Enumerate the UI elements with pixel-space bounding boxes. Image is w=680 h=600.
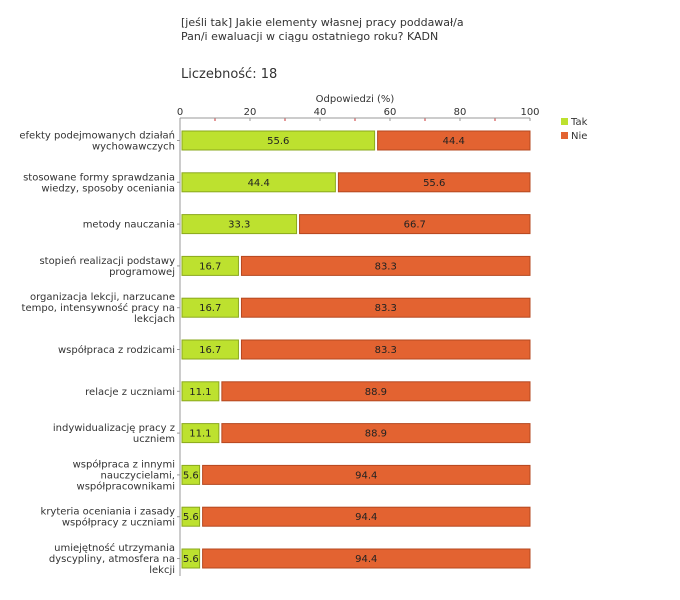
category-label: stopień realizacji podstawy programowej: [39, 255, 175, 278]
category-label-line: współpraca z rodzicami: [58, 344, 175, 356]
bar-nie: [240, 339, 531, 360]
data-label-tak: 5.6: [183, 512, 199, 523]
data-label-tak: 33.3: [228, 220, 250, 231]
data-label-tak: 44.4: [248, 178, 270, 189]
category-label: kryteria oceniania i zasady współpracy z …: [41, 507, 176, 529]
category-label-line: tempo, intensywność pracy na: [22, 302, 175, 314]
x-axis-title: Odpowiedzi (%): [316, 94, 395, 105]
chart-title: [jeśli tak] Jakie elementy własnej pracy…: [181, 16, 464, 44]
category-label-line: dyscypliny, atmosfera na: [49, 554, 175, 565]
category-label-line: lekcji: [149, 565, 175, 576]
bar-tak: [181, 297, 239, 318]
category-label: indywidualizację pracy z uczniem: [53, 423, 175, 445]
category-label-line: wychowawczych: [92, 142, 175, 153]
x-tick-label: 0: [177, 107, 183, 118]
legend-label-nie: Nie: [571, 131, 587, 142]
category-label-line: współpracy z uczniami: [62, 517, 175, 529]
respondent-count: Liczebność: 18: [181, 67, 277, 82]
bar-nie: [221, 381, 531, 402]
x-tick-label: 40: [314, 107, 327, 118]
x-tick-label: 20: [244, 107, 257, 118]
chart-title-line-2: Pan/i ewaluacji w ciągu ostatniego roku?…: [181, 30, 439, 43]
data-label-nie: 88.9: [365, 387, 387, 398]
bar-nie: [299, 214, 531, 235]
bar-nie: [221, 423, 531, 444]
data-label-nie: 83.3: [375, 345, 397, 356]
category-label: organizacja lekcji, narzucane tempo, inte…: [22, 292, 175, 325]
bar-tak: [181, 130, 376, 151]
data-label-tak: 5.6: [183, 554, 199, 565]
data-label-tak: 55.6: [267, 136, 289, 147]
category-label-line: wiedzy, sposoby oceniania: [41, 183, 175, 194]
category-label: stosowane formy sprawdzania wiedzy, sposo…: [23, 172, 175, 194]
data-label-tak: 16.7: [199, 261, 221, 272]
bar-nie: [202, 548, 531, 569]
category-label: współpraca z rodzicami: [58, 344, 175, 356]
bar-tak: [181, 172, 336, 193]
legend-swatch-nie: [561, 132, 568, 139]
bar-tak: [181, 464, 201, 485]
bar-nie: [240, 255, 531, 276]
bar-tak: [181, 423, 220, 444]
data-label-tak: 11.1: [189, 387, 211, 398]
data-label-nie: 88.9: [365, 429, 387, 440]
category-label-line: indywidualizację pracy z: [53, 423, 175, 434]
category-label-line: metody nauczania: [83, 220, 175, 231]
category-label: umiejętność utrzymania dyscypliny, atmosf…: [49, 542, 175, 576]
data-label-nie: 94.4: [355, 554, 377, 565]
data-label-nie: 55.6: [423, 178, 445, 189]
x-tick-label: 60: [384, 107, 397, 118]
data-label-tak: 16.7: [199, 303, 221, 314]
category-label-line: nauczycielami,: [100, 470, 175, 481]
data-label-nie: 44.4: [443, 136, 465, 147]
category-label-line: współpraca z innymi: [73, 458, 175, 470]
category-label: efekty podejmowanych działań wychowawczyc…: [19, 130, 175, 153]
x-tick-label: 100: [520, 107, 539, 118]
bar-tak: [181, 548, 201, 569]
chart-title-line-1: [jeśli tak] Jakie elementy własnej pracy…: [181, 16, 464, 29]
category-label: metody nauczania: [83, 220, 175, 231]
category-label-line: umiejętność utrzymania: [54, 542, 175, 554]
count-value: 18: [260, 67, 278, 82]
data-label-tak: 16.7: [199, 345, 221, 356]
category-label-line: stopień realizacji podstawy: [39, 255, 175, 267]
category-label-line: organizacja lekcji, narzucane: [30, 292, 175, 303]
bar-nie: [337, 172, 531, 193]
category-label-line: uczniem: [133, 434, 175, 445]
category-label-line: efekty podejmowanych działań: [19, 130, 175, 142]
category-label: współpraca z innymi nauczycielami, współpr…: [73, 458, 175, 492]
category-label-line: kryteria oceniania i zasady: [41, 507, 176, 518]
category-label: relacje z uczniami: [85, 387, 175, 398]
category-label-line: współpracownikami: [77, 480, 175, 492]
bar-tak: [181, 381, 220, 402]
category-label-line: programowej: [109, 267, 175, 278]
count-label: Liczebność:: [181, 67, 257, 82]
data-label-tak: 5.6: [183, 470, 199, 481]
bar-tak: [181, 339, 239, 360]
bar-tak: [181, 214, 298, 235]
data-label-nie: 83.3: [375, 261, 397, 272]
data-label-nie: 83.3: [375, 303, 397, 314]
bar-nie: [240, 297, 531, 318]
bar-nie: [377, 130, 531, 151]
bar-tak: [181, 255, 239, 276]
bar-nie: [202, 506, 531, 527]
legend-label-tak: Tak: [570, 117, 588, 128]
x-tick-label: 80: [454, 107, 467, 118]
bar-tak: [181, 506, 201, 527]
category-label-line: stosowane formy sprawdzania: [23, 172, 175, 183]
data-label-nie: 94.4: [355, 470, 377, 481]
bar-nie: [202, 464, 531, 485]
category-label-line: relacje z uczniami: [85, 387, 175, 398]
data-label-tak: 11.1: [189, 429, 211, 440]
legend-swatch-tak: [561, 118, 568, 125]
data-label-nie: 94.4: [355, 512, 377, 523]
category-label-line: lekcjach: [134, 314, 175, 325]
data-label-nie: 66.7: [404, 220, 426, 231]
